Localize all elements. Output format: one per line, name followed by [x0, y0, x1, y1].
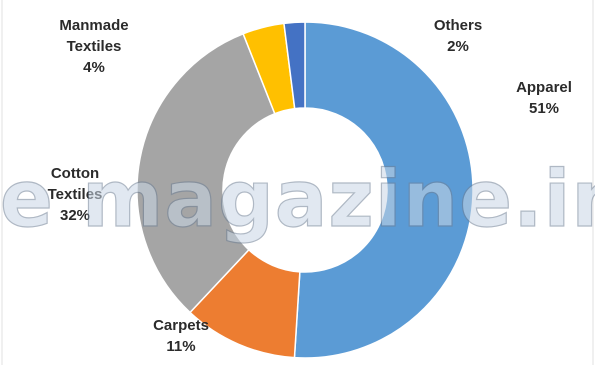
- slice-apparel: [293, 21, 474, 359]
- label-manmade-textiles: Manmade Textiles 4%: [59, 17, 128, 76]
- slice-category-label: Others: [434, 17, 482, 34]
- slice-category-label: Cotton: [51, 165, 99, 182]
- slice-category-label: Apparel: [516, 79, 572, 96]
- slice-category-label: Textiles: [67, 38, 122, 55]
- slices: [136, 21, 474, 359]
- slice-value-label: 2%: [447, 38, 469, 55]
- slice-labels: Apparel 51% Carpets 11% Cotton Textiles 32% Man…: [48, 17, 572, 355]
- label-cotton-textiles: Cotton Textiles 32%: [48, 165, 103, 224]
- watermark-text: e magazine.in: [0, 155, 595, 245]
- label-others: Others 2%: [434, 17, 482, 55]
- slice-value-label: 11%: [166, 338, 195, 355]
- slice-value-label: 51%: [529, 100, 559, 117]
- slice-category-label: Manmade: [59, 17, 128, 34]
- label-carpets: Carpets 11%: [153, 317, 209, 355]
- label-apparel: Apparel 51%: [516, 79, 572, 117]
- slice-others: [283, 21, 306, 110]
- slice-category-label: Carpets: [153, 317, 209, 334]
- slice-category-label: Textiles: [48, 186, 103, 203]
- slice-cotton-textiles: [136, 32, 276, 314]
- slice-value-label: 4%: [83, 59, 105, 76]
- slice-value-label: 32%: [60, 207, 90, 224]
